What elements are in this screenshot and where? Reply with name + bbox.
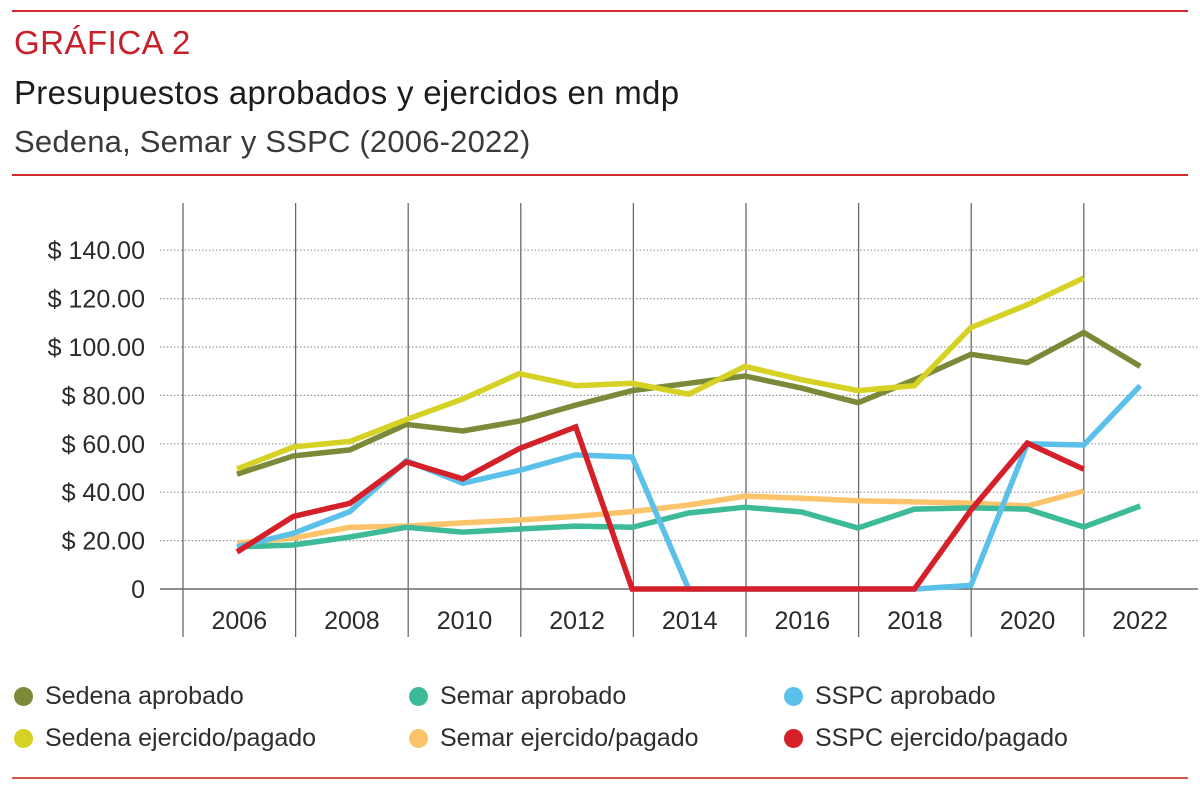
legend-label: Sedena aprobado (45, 682, 244, 710)
series-line-semar-aprobado (236, 503, 1142, 550)
legend-dot-icon (14, 729, 33, 748)
y-tick-label: $ 120.00 (48, 286, 145, 314)
line-chart: 0 $ 20.00 $ 40.00 $ 60.00 $ 80.00 $ 100.00 $ 1… (48, 203, 1198, 637)
series-lines (235, 275, 1143, 592)
bottom-rule (12, 777, 1188, 779)
legend-item: SSPC ejercido/pagado (784, 724, 1068, 753)
chart-title: Presupuestos aprobados y ejercidos en md… (14, 74, 680, 111)
series-line-sedena-aprobado (236, 329, 1142, 477)
y-tick-label: $ 40.00 (62, 479, 145, 507)
y-tick-label: $ 60.00 (62, 431, 145, 459)
legend-dot-icon (14, 687, 33, 706)
legend-label: Semar ejercido/pagado (440, 724, 699, 752)
x-tick-label: 2012 (549, 607, 605, 635)
legend-dot-icon (784, 729, 803, 748)
y-tick-label: $ 80.00 (62, 382, 145, 410)
series-line-sspc-ejercido-pagado (235, 423, 1085, 592)
y-axis-ticks: 0 $ 20.00 $ 40.00 $ 60.00 $ 80.00 $ 100.00 $ 1… (48, 237, 145, 604)
legend-item: Semar ejercido/pagado (409, 724, 699, 753)
top-rule (12, 10, 1188, 12)
x-tick-label: 2006 (211, 607, 267, 635)
vertical-gridlines (182, 203, 1085, 637)
legend-label: SSPC ejercido/pagado (815, 724, 1068, 752)
x-tick-label: 2018 (887, 607, 943, 635)
series-line-semar-ejercido-pagado (236, 488, 1085, 546)
y-tick-label: $ 20.00 (62, 528, 145, 556)
y-tick-label: $ 140.00 (48, 237, 145, 265)
legend-item: Sedena ejercido/pagado (14, 724, 316, 753)
x-axis-ticks: 2006 2008 2010 2012 2014 2016 2018 2020 2022 (211, 607, 1167, 635)
x-tick-label: 2020 (1000, 607, 1056, 635)
legend-label: Sedena ejercido/pagado (45, 724, 317, 752)
legend-dot-icon (409, 729, 428, 748)
horizontal-gridlines (160, 249, 1198, 542)
legend-dot-icon (784, 687, 803, 706)
y-tick-label: $ 100.00 (48, 334, 145, 362)
x-tick-label: 2008 (324, 607, 380, 635)
legend-label: SSPC aprobado (815, 682, 996, 710)
legend-item: SSPC aprobado (784, 682, 996, 711)
series-line-sedena-ejercido-pagado (235, 275, 1085, 472)
legend-label: Semar aprobado (440, 682, 627, 710)
x-tick-label: 2014 (662, 607, 718, 635)
header-rule (12, 174, 1188, 176)
chart-kicker: GRÁFICA 2 (14, 24, 191, 61)
y-tick-label: 0 (131, 576, 145, 604)
legend-item: Sedena aprobado (14, 682, 244, 711)
x-tick-label: 2016 (774, 607, 830, 635)
legend-item: Semar aprobado (409, 682, 626, 711)
chart-subtitle: Sedena, Semar y SSPC (2006-2022) (14, 124, 531, 159)
x-tick-label: 2022 (1112, 607, 1168, 635)
legend-dot-icon (409, 687, 428, 706)
x-tick-label: 2010 (437, 607, 493, 635)
